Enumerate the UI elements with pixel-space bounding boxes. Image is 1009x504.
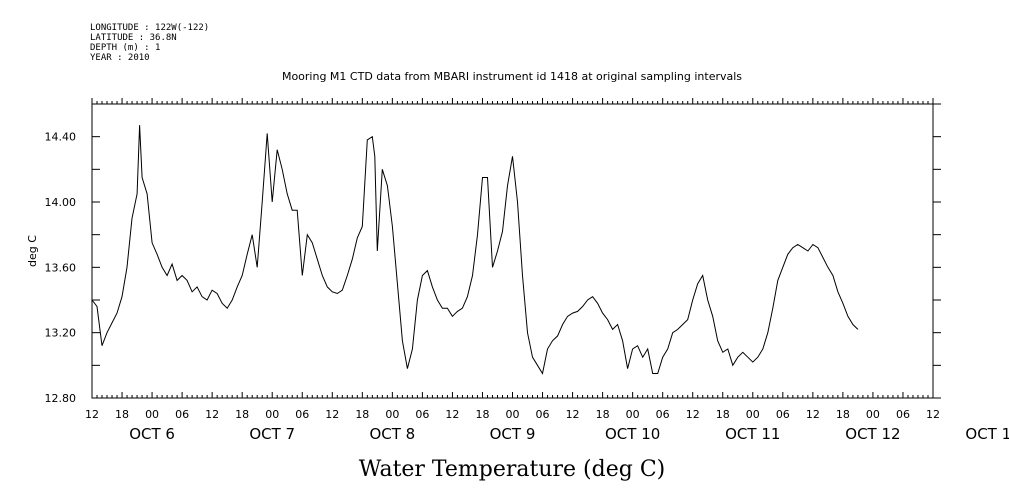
- day-label: OCT 13: [965, 425, 1009, 443]
- x-tick-label: 12: [445, 408, 459, 421]
- x-tick-label: 12: [325, 408, 339, 421]
- plot-frame: [91, 103, 934, 399]
- metadata-block: LONGITUDE : 122W(-122) LATITUDE : 36.8N …: [90, 23, 209, 63]
- y-tick-label: 14.00: [45, 196, 77, 209]
- x-tick-label: 00: [866, 408, 880, 421]
- chart-title: Mooring M1 CTD data from MBARI instrumen…: [282, 70, 742, 83]
- x-tick-label: 12: [926, 408, 940, 421]
- x-tick-labels: 12 18 00 06 12 18 00 06 12 18 00 06 12 18 00 06 12 18 00 06…: [85, 408, 940, 421]
- y-axis-label: deg C: [26, 235, 39, 267]
- water-temperature-line: [91, 125, 859, 375]
- x-tick-label: 00: [746, 408, 760, 421]
- x-tick-label: 06: [536, 408, 550, 421]
- day-label: OCT 6: [129, 425, 175, 443]
- x-tick-label: 00: [145, 408, 159, 421]
- x-tick-label: 18: [836, 408, 850, 421]
- x-axis-title: Water Temperature (deg C): [359, 457, 666, 482]
- year-text: YEAR : 2010: [90, 53, 150, 63]
- x-tick-label: 06: [776, 408, 790, 421]
- x-tick-label: 06: [656, 408, 670, 421]
- x-tick-label: 18: [115, 408, 129, 421]
- x-tick-label: 18: [235, 408, 249, 421]
- y-tick-label: 14.40: [45, 131, 77, 144]
- longitude-text: LONGITUDE : 122W(-122): [90, 23, 209, 33]
- x-tick-label: 12: [806, 408, 820, 421]
- x-tick-label: 12: [85, 408, 99, 421]
- day-label: OCT 12: [845, 425, 900, 443]
- y-tick-label: 13.60: [45, 261, 77, 274]
- x-tick-label: 00: [385, 408, 399, 421]
- x-tick-label: 18: [355, 408, 369, 421]
- x-tick-label: 06: [415, 408, 429, 421]
- x-tick-label: 12: [566, 408, 580, 421]
- x-tick-label: 00: [506, 408, 520, 421]
- day-label: OCT 9: [490, 425, 536, 443]
- day-labels: OCT 6 OCT 7 OCT 8 OCT 9 OCT 10 OCT 11 OCT 12 OC…: [129, 425, 1009, 443]
- y-tick-label: 13.20: [45, 327, 77, 340]
- x-tick-label: 12: [686, 408, 700, 421]
- x-tick-label: 00: [265, 408, 279, 421]
- axis-ticks: [91, 98, 941, 399]
- x-tick-label: 18: [475, 408, 489, 421]
- day-label: OCT 10: [605, 425, 660, 443]
- x-tick-label: 06: [896, 408, 910, 421]
- x-tick-label: 12: [205, 408, 219, 421]
- day-label: OCT 8: [369, 425, 415, 443]
- y-tick-label: 12.80: [45, 392, 77, 405]
- y-tick-labels: 12.80 13.20 13.60 14.00 14.40: [45, 131, 77, 405]
- x-tick-label: 06: [295, 408, 309, 421]
- depth-text: DEPTH (m) : 1: [90, 43, 160, 53]
- x-tick-label: 18: [596, 408, 610, 421]
- x-tick-label: 18: [716, 408, 730, 421]
- latitude-text: LATITUDE : 36.8N: [90, 33, 177, 43]
- x-tick-label: 00: [626, 408, 640, 421]
- day-label: OCT 7: [249, 425, 295, 443]
- x-tick-label: 06: [175, 408, 189, 421]
- day-label: OCT 11: [725, 425, 780, 443]
